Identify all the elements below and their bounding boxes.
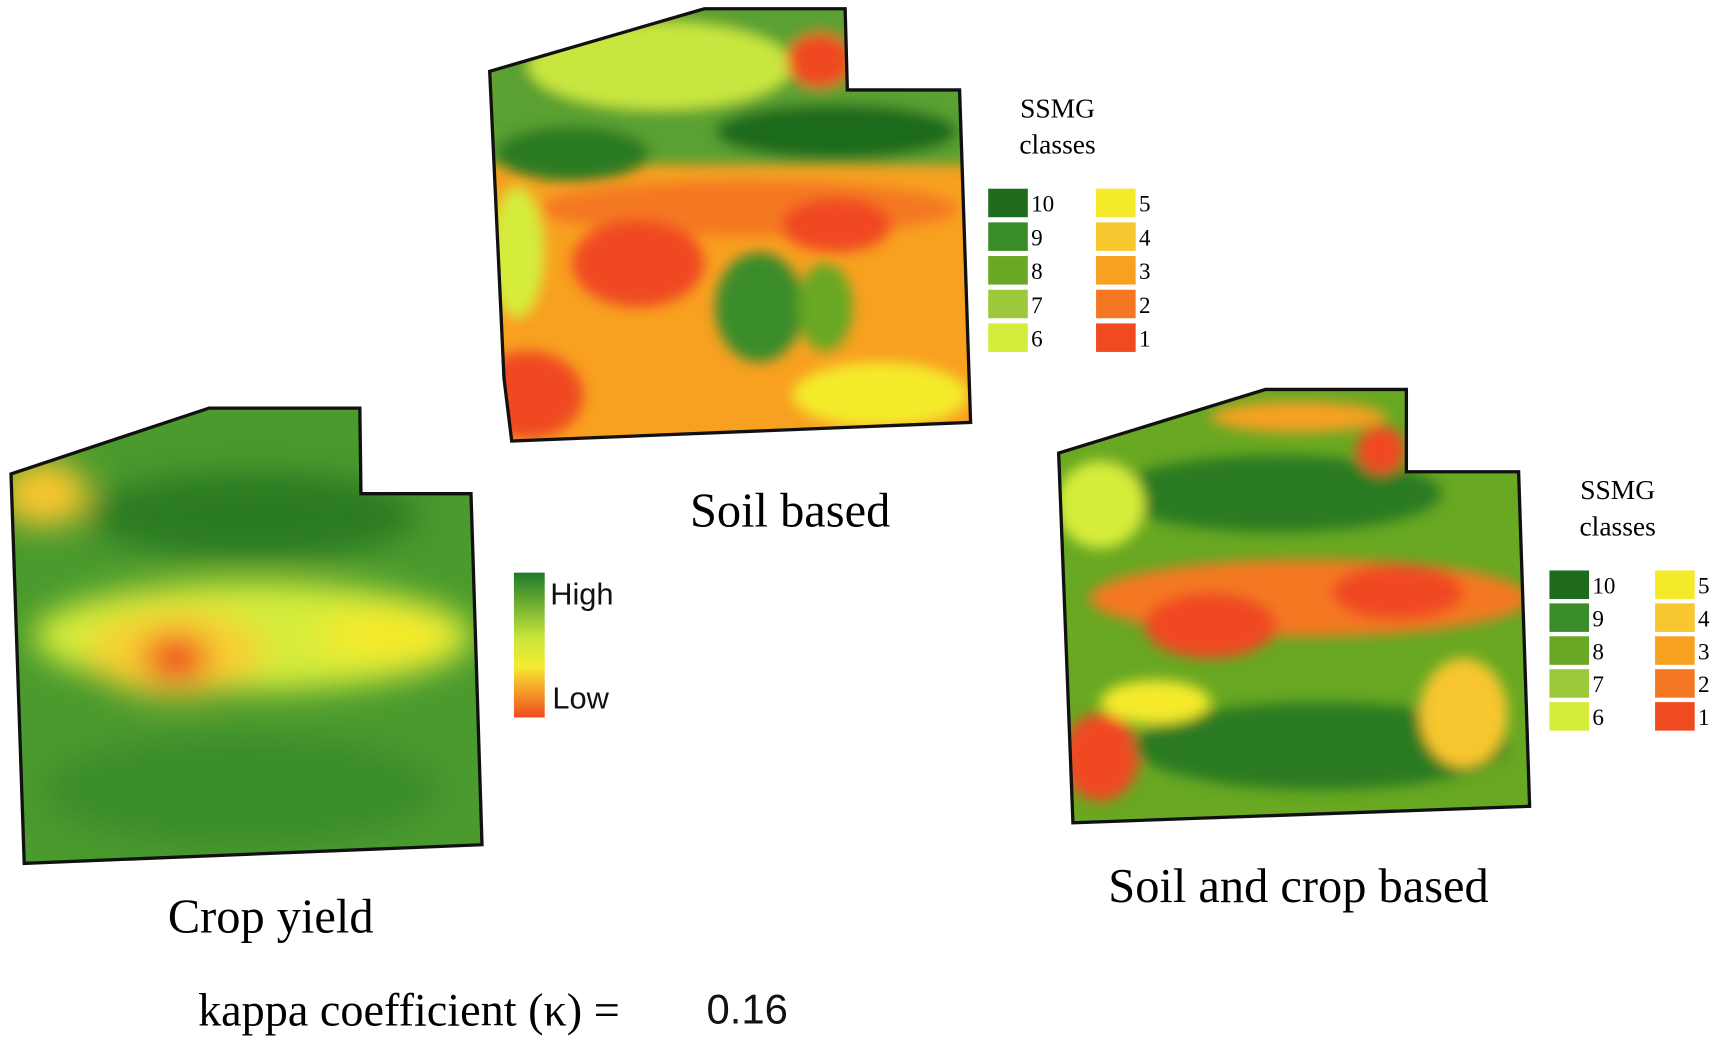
legend-swatch [1655,636,1695,665]
legend-swatch [988,189,1028,218]
legend-label: 2 [1139,292,1151,318]
legend-label: 1 [1698,704,1710,730]
legend-swatch [1096,290,1136,319]
legend-swatch [1549,603,1589,632]
legend-swatch [1549,636,1589,665]
soil-crop-map [1045,373,1540,834]
legend-swatch [1655,702,1695,731]
legend-swatch [1549,669,1589,698]
legend-label: 4 [1139,224,1151,250]
legend-swatch [1096,222,1136,251]
legend-swatch [1655,669,1695,698]
caption: Crop yield [168,891,374,944]
caption: Soil and crop based [1108,860,1488,913]
legend-label: 7 [1592,671,1604,697]
legend-label: 10 [1592,573,1615,599]
kappa-label: kappa coefficient (κ) = [198,985,620,1036]
legend-label: 1 [1139,325,1151,351]
kappa-value: 0.16 [706,986,787,1033]
legend-swatch [988,222,1028,251]
figure: High Low Soil based Crop yield Soil and … [0,0,1720,1040]
legend-swatch [1549,570,1589,599]
soil-map [473,0,979,450]
legend-label: 5 [1698,573,1710,599]
legend-swatch [988,290,1028,319]
legend-label: 2 [1698,671,1710,697]
legend-label: 4 [1698,605,1710,631]
legend-label: 6 [1031,325,1043,351]
legend-swatch [1096,256,1136,285]
caption: Soil based [690,485,890,538]
legend-label: 10 [1031,191,1054,217]
legend-title: SSMG [1020,93,1095,123]
low-label: Low [552,681,609,716]
legend-title: classes [1019,130,1095,160]
legend-label: 3 [1698,638,1710,664]
legend-swatch [1549,702,1589,731]
legend-swatch [988,323,1028,352]
legend-swatch [1096,189,1136,218]
legend-swatch [1096,323,1136,352]
legend-label: 7 [1031,292,1043,318]
legend-label: 8 [1592,638,1604,664]
legend-label: 8 [1031,258,1043,284]
legend-label: 5 [1139,191,1151,217]
legend-label: 9 [1592,605,1604,631]
legend-swatch [988,256,1028,285]
legend-swatch [1655,570,1695,599]
legend-label: 3 [1139,258,1151,284]
legend-label: 9 [1031,224,1043,250]
high-label: High [550,577,613,612]
legend-swatch [1655,603,1695,632]
yield-gradient [514,573,545,718]
legend-title: SSMG [1580,475,1655,505]
legend-label: 6 [1592,704,1604,730]
legend-title: classes [1579,511,1655,541]
yield-map [0,395,495,878]
